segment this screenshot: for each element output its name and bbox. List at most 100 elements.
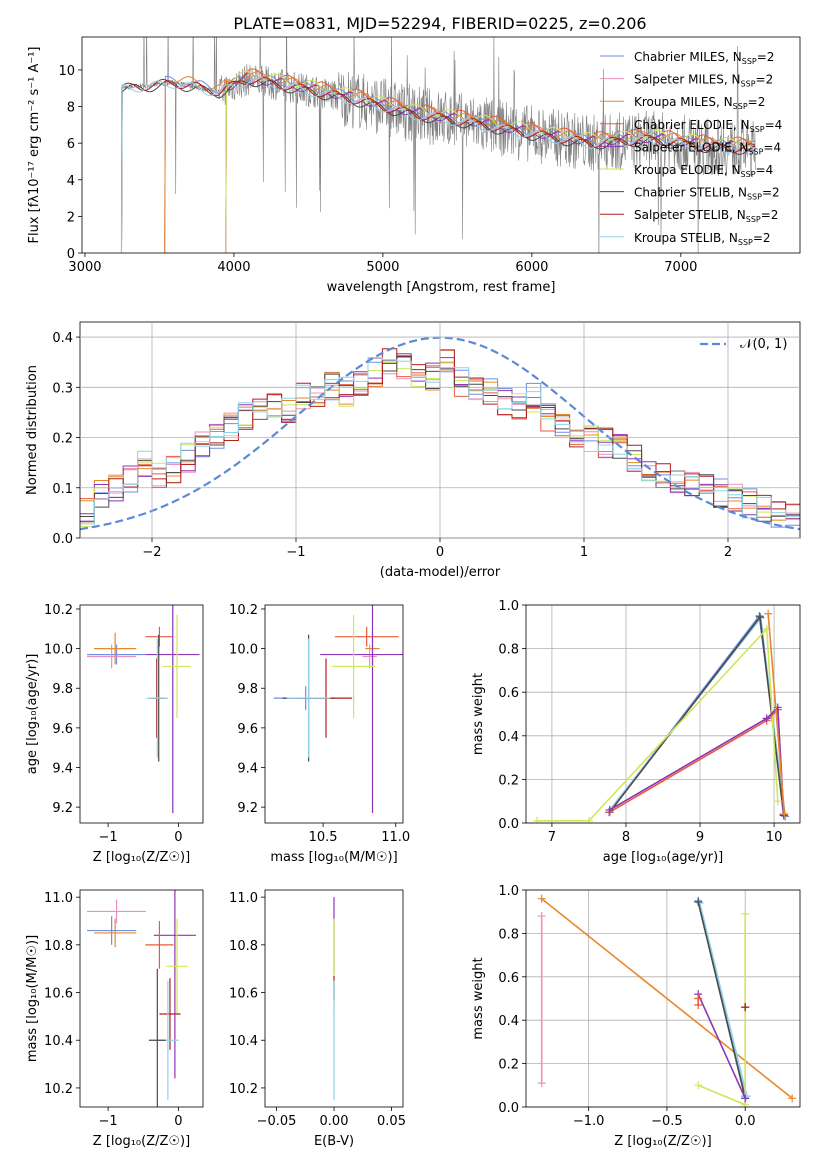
- axes-frame: [525, 889, 801, 1108]
- weight-marker: [788, 1094, 797, 1103]
- weight-line: [609, 616, 786, 815]
- y-tick-label: 0.3: [52, 381, 73, 396]
- weight-vs-metallicity-panel: −1.0 −0.5 0.0 0.0 0.2 0.4 0.6 0.8 1.0 Z [log₁₀(Z/…: [471, 884, 801, 1149]
- y-tick-label: 0: [67, 247, 75, 262]
- weight-marker: [756, 612, 765, 621]
- legend-label: Salpeter ELODIE, NSSP=4: [634, 140, 781, 156]
- x-axis-label: E(B-V): [314, 1134, 354, 1149]
- figure-title: PLATE=0831, MJD=52294, FIBERID=0225, z=0…: [233, 14, 646, 33]
- mass-vs-extinction-panel: −0.05 0.00 0.05 10.2 10.4 10.6 10.8 11.0 E(B-V): [229, 889, 406, 1149]
- model-spectrum-line: [225, 70, 755, 253]
- x-axis-label: mass [log₁₀(M/M☉)]: [270, 850, 397, 865]
- y-tick-label: 0.2: [498, 1058, 519, 1073]
- y-tick-label: 11.0: [229, 891, 258, 906]
- y-tick-label: 9.2: [52, 801, 73, 816]
- y-tick-label: 6: [67, 137, 75, 152]
- x-tick-label: −0.05: [257, 1114, 297, 1129]
- legend-label: Chabrier ELODIE, NSSP=4: [634, 118, 782, 134]
- weight-line: [541, 898, 793, 1099]
- weight-line: [697, 993, 746, 1099]
- weight-marker: [764, 609, 773, 618]
- x-tick-label: 3000: [68, 260, 101, 275]
- weight-marker: [781, 812, 790, 821]
- y-tick-label: 10.8: [44, 939, 73, 954]
- weight-marker: [741, 909, 750, 918]
- y-tick-label: 10.4: [44, 1034, 73, 1049]
- weight-marker: [773, 797, 782, 806]
- y-tick-label: 4: [67, 174, 75, 189]
- y-axis-label: mass weight: [471, 957, 486, 1039]
- weight-marker: [694, 994, 703, 1003]
- x-tick-label: −2: [142, 545, 161, 560]
- y-tick-label: 0.0: [52, 532, 73, 547]
- x-tick-label: 0: [174, 1114, 182, 1129]
- y-tick-label: 9.6: [52, 722, 73, 737]
- weight-line: [609, 707, 785, 815]
- weight-marker: [605, 805, 614, 814]
- y-tick-label: 0.0: [498, 817, 519, 832]
- axes-frame: [525, 604, 801, 824]
- y-tick-label: 10.8: [229, 939, 258, 954]
- y-tick-label: 1.0: [498, 599, 519, 614]
- x-tick-label: 9: [696, 830, 704, 845]
- legend-label: Kroupa ELODIE, NSSP=4: [634, 163, 773, 179]
- error-bars: [87, 890, 196, 1107]
- y-tick-label: 0.8: [498, 927, 519, 942]
- weight-marker: [533, 816, 542, 823]
- weight-marker: [741, 1094, 750, 1103]
- x-tick-label: 4000: [217, 260, 250, 275]
- weight-line: [699, 902, 748, 1097]
- mass-vs-metallicity-panel: −1 0 10.2 10.4 10.6 10.8 11.0 Z [log₁₀(Z/Z☉)] ma…: [25, 889, 204, 1149]
- x-axis-label: Z [log₁₀(Z/Z☉)]: [93, 1134, 190, 1149]
- y-tick-label: 10.6: [229, 987, 258, 1002]
- weight-marker: [694, 1081, 703, 1090]
- weight-line: [609, 614, 785, 816]
- weight-lines: [537, 894, 797, 1107]
- y-tick-label: 9.4: [237, 762, 258, 777]
- y-axis-label: age [log₁₀(age/yr)]: [25, 654, 40, 775]
- x-tick-label: 5000: [366, 260, 399, 275]
- x-tick-label: −1: [99, 1114, 118, 1129]
- y-tick-label: 10.2: [44, 1082, 73, 1097]
- error-bars: [87, 605, 200, 814]
- y-tick-label: 9.8: [52, 682, 73, 697]
- y-tick-label: 10.6: [44, 987, 73, 1002]
- x-tick-label: 8: [622, 830, 630, 845]
- residual-panel: −2 −1 0 1 2 0.0 0.1 0.2 0.3 0.4 (data-model)/error…: [25, 321, 801, 580]
- weight-marker: [537, 1079, 546, 1088]
- legend-label: Chabrier MILES, NSSP=2: [634, 50, 774, 66]
- y-tick-label: 10.0: [229, 643, 258, 658]
- y-axis-label: mass [log₁₀(M/M☉)]: [25, 935, 40, 1062]
- axes-frame: [81, 36, 801, 254]
- y-tick-label: 9.2: [237, 801, 258, 816]
- y-tick-label: 0.6: [498, 971, 519, 986]
- y-tick-label: 10.2: [229, 1082, 258, 1097]
- weight-line: [608, 613, 786, 817]
- x-axis-label: wavelength [Angstrom, rest frame]: [327, 280, 556, 295]
- x-tick-label: 0: [174, 830, 182, 845]
- axes-frame: [264, 604, 404, 824]
- x-tick-label: 0.00: [320, 1114, 349, 1129]
- y-tick-label: 10.0: [44, 643, 73, 658]
- y-axis-label: Flux [fλ10⁻¹⁷ erg cm⁻² s⁻¹ A⁻¹]: [27, 47, 42, 244]
- weight-line: [537, 627, 779, 822]
- legend-label: 𝒩(0, 1): [740, 337, 787, 352]
- spectrum-legend: Chabrier MILES, NSSP=2 Salpeter MILES, NS…: [600, 50, 782, 247]
- spectrum-traces: [120, 37, 756, 253]
- x-tick-label: −0.5: [651, 1114, 683, 1129]
- y-tick-label: 0.8: [498, 643, 519, 658]
- x-tick-label: 10.5: [309, 830, 338, 845]
- x-tick-label: 0: [436, 545, 444, 560]
- x-tick-label: 6000: [515, 260, 548, 275]
- legend-label: Chabrier STELIB, NSSP=2: [634, 186, 780, 202]
- x-tick-label: −1: [286, 545, 305, 560]
- age-vs-metallicity-panel: −1 0 9.2 9.4 9.6 9.8 10.0 10.2 Z [log₁₀(Z/Z☉)] ag…: [25, 603, 204, 865]
- y-tick-label: 1.0: [498, 884, 519, 899]
- weight-vs-age-panel: 7 8 9 10 0.0 0.2 0.4 0.6 0.8 1.0 age [log₁₀(age/yr…: [471, 599, 801, 865]
- weight-lines: [533, 609, 790, 823]
- x-tick-label: 1: [580, 545, 588, 560]
- x-tick-label: 2: [724, 545, 732, 560]
- x-tick-label: 11.0: [381, 830, 410, 845]
